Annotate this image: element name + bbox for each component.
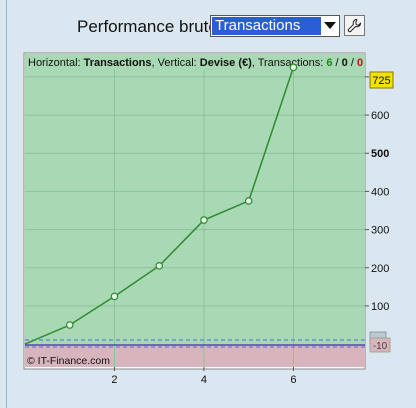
- lower-value-label: -10: [373, 341, 388, 352]
- positive-area: [25, 54, 365, 345]
- info-transactions-zero: 0: [342, 57, 348, 69]
- info-horizontal-value: Transactions: [84, 57, 152, 69]
- wrench-icon: [347, 18, 362, 33]
- lower-value-badge: [369, 337, 391, 353]
- y-tick-label: 500: [371, 148, 389, 160]
- x-axis-ticks: 2 4 6: [111, 367, 296, 386]
- data-point: [200, 216, 208, 224]
- settings-button[interactable]: [344, 15, 365, 36]
- header-row: Performance brute Transactions: [0, 13, 416, 41]
- data-point: [65, 321, 74, 329]
- x-tick-label: 6: [290, 374, 296, 386]
- y-tick-label: 100: [371, 301, 389, 313]
- info-bar-text: Horizontal: Transactions, Vertical: Devi…: [28, 57, 363, 69]
- info-sep-1: /: [333, 57, 342, 69]
- info-vertical-value: Devise (€): [200, 57, 252, 69]
- info-sep-2: /: [348, 57, 357, 69]
- data-point: [244, 197, 253, 205]
- left-border-line: [6, 0, 7, 408]
- last-value-label: 725: [372, 75, 390, 87]
- y-tick-label: 400: [371, 186, 389, 198]
- info-transactions-negative: 0: [357, 57, 363, 69]
- x-tick-label: 2: [111, 374, 117, 386]
- data-point: [155, 262, 164, 270]
- y-tick-label: 600: [371, 110, 389, 122]
- x-tick-label: 4: [201, 374, 207, 386]
- info-vertical-label: , Vertical:: [152, 57, 200, 69]
- y-tick-label: 200: [371, 263, 389, 275]
- data-point: [289, 63, 298, 72]
- info-transactions-positive: 6: [326, 57, 332, 69]
- info-horizontal-label: Horizontal:: [28, 57, 84, 69]
- metric-select-value: Transactions: [212, 17, 321, 35]
- metric-select[interactable]: Transactions: [210, 15, 340, 37]
- chevron-down-icon[interactable]: [321, 17, 338, 35]
- series-line-group: [24, 63, 298, 345]
- negative-area: [25, 344, 365, 367]
- last-value-badge: [369, 71, 394, 89]
- y-tick-label: 300: [371, 225, 389, 237]
- info-transactions-label: , Transactions:: [252, 57, 327, 69]
- data-point: [110, 292, 119, 301]
- copyright-text: © IT-Finance.com: [27, 355, 110, 367]
- info-bar: [25, 54, 365, 70]
- page-title: Performance brute: [77, 17, 218, 36]
- y-axis-ticks: 100200300400500600700: [365, 72, 389, 313]
